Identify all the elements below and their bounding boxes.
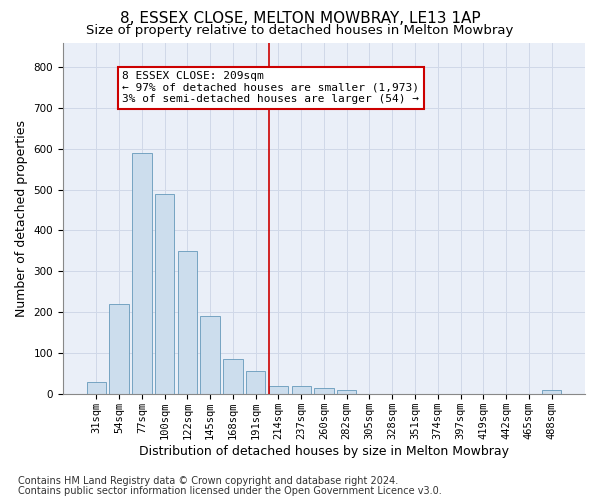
Bar: [542, 390, 561, 394]
Bar: [269, 386, 288, 394]
Bar: [178, 251, 197, 394]
Bar: [246, 372, 265, 394]
Bar: [109, 304, 129, 394]
Y-axis label: Number of detached properties: Number of detached properties: [15, 120, 28, 316]
Text: 8, ESSEX CLOSE, MELTON MOWBRAY, LE13 1AP: 8, ESSEX CLOSE, MELTON MOWBRAY, LE13 1AP: [119, 11, 481, 26]
Bar: [314, 388, 334, 394]
Text: Contains HM Land Registry data © Crown copyright and database right 2024.: Contains HM Land Registry data © Crown c…: [18, 476, 398, 486]
X-axis label: Distribution of detached houses by size in Melton Mowbray: Distribution of detached houses by size …: [139, 444, 509, 458]
Text: Size of property relative to detached houses in Melton Mowbray: Size of property relative to detached ho…: [86, 24, 514, 37]
Bar: [292, 386, 311, 394]
Text: Contains public sector information licensed under the Open Government Licence v3: Contains public sector information licen…: [18, 486, 442, 496]
Bar: [200, 316, 220, 394]
Bar: [223, 359, 242, 394]
Bar: [132, 153, 152, 394]
Bar: [155, 194, 174, 394]
Bar: [337, 390, 356, 394]
Bar: [86, 382, 106, 394]
Text: 8 ESSEX CLOSE: 209sqm
← 97% of detached houses are smaller (1,973)
3% of semi-de: 8 ESSEX CLOSE: 209sqm ← 97% of detached …: [122, 71, 419, 104]
